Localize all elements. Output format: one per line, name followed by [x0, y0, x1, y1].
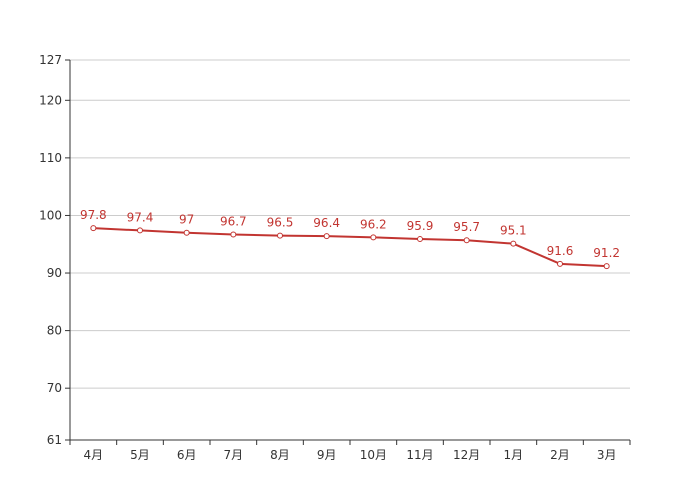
- data-point: [323, 233, 330, 240]
- y-tick-label: 110: [39, 151, 62, 165]
- data-label: 96.4: [313, 216, 340, 230]
- x-tick-label: 9月: [317, 448, 337, 462]
- series-layer: [90, 225, 610, 270]
- data-label: 91.2: [593, 246, 620, 260]
- data-point: [463, 237, 470, 244]
- x-tick-label: 5月: [130, 448, 150, 462]
- data-label: 97.4: [127, 210, 154, 224]
- data-point: [230, 231, 237, 238]
- x-tick-label: 2月: [550, 448, 570, 462]
- x-tick-label: 6月: [177, 448, 197, 462]
- data-point: [417, 236, 423, 243]
- x-tick-label: 10月: [360, 448, 387, 462]
- x-tick-label: 3月: [597, 448, 617, 462]
- x-tick-label: 1月: [504, 448, 524, 462]
- data-point: [603, 263, 610, 270]
- data-label: 91.6: [547, 244, 574, 258]
- x-tick-label: 4月: [84, 448, 104, 462]
- data-label: 96.7: [220, 214, 247, 228]
- x-tick-label: 11月: [406, 448, 433, 462]
- data-point: [370, 234, 377, 241]
- data-point: [277, 232, 283, 239]
- data-labels: 97.8 97.4 97 96.7 96.5 96.4 96.2 95.9 95.7 95.1 91…: [80, 208, 620, 260]
- data-label: 95.7: [453, 220, 480, 234]
- data-label: 97.8: [80, 208, 107, 222]
- x-tick-label: 12月: [453, 448, 480, 462]
- data-label: 95.9: [407, 219, 434, 233]
- data-label: 95.1: [500, 224, 527, 238]
- data-point: [137, 227, 143, 234]
- data-point: [557, 260, 563, 267]
- x-tick-label: 7月: [224, 448, 244, 462]
- y-tick-label: 70: [47, 381, 62, 395]
- data-label: 97: [179, 213, 194, 227]
- axes: 61 70 80 90 100 110 120 127 4月 5月 6月 7月 8月 9月 10月 11月 12…: [39, 53, 631, 462]
- data-label: 96.5: [267, 216, 294, 230]
- y-tick-label: 100: [39, 208, 62, 222]
- data-point: [510, 240, 517, 247]
- series-line: [93, 227, 607, 268]
- y-tick-label: 90: [47, 266, 62, 280]
- y-tick-label: 120: [39, 93, 62, 107]
- y-tick-label: 80: [47, 324, 62, 338]
- data-label: 96.2: [360, 217, 387, 231]
- data-point: [90, 225, 97, 232]
- data-point: [183, 229, 190, 236]
- y-tick-label: 127: [39, 53, 62, 67]
- x-tick-label: 8月: [270, 448, 290, 462]
- grid-lines: [70, 59, 630, 389]
- y-tick-label: 61: [47, 433, 62, 447]
